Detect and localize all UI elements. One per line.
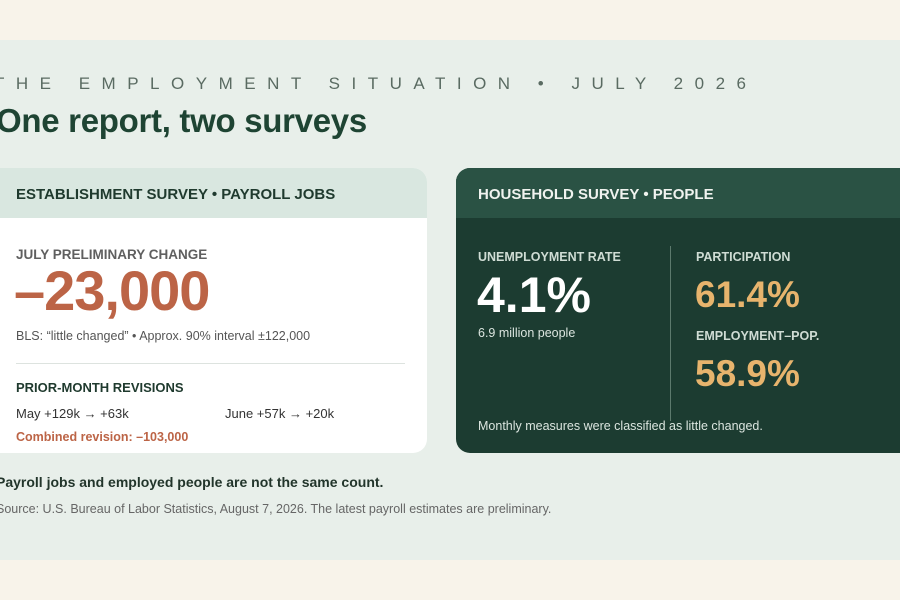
payroll-change-note: BLS: “little changed” • Approx. 90% inte… [16, 329, 311, 343]
page-title: One report, two surveys [0, 102, 367, 139]
household-card: HOUSEHOLD SURVEY • PEOPLE UNEMPLOYMENT R… [456, 168, 900, 453]
unemployment-sub: 6.9 million people [478, 326, 576, 340]
unemployment-label: UNEMPLOYMENT RATE [478, 250, 621, 264]
revision-june: June +57k → +20k [225, 406, 335, 421]
vertical-divider [670, 246, 671, 421]
household-card-header [456, 168, 900, 218]
revision-may: May +129k → +63k [16, 406, 129, 421]
source-note: Source: U.S. Bureau of Labor Statistics,… [0, 502, 552, 516]
household-footnote: Monthly measures were classified as litt… [478, 419, 763, 433]
payroll-change-value: –23,000 [14, 259, 210, 322]
establishment-card: ESTABLISHMENT SURVEY • PAYROLL JOBS JULY… [0, 168, 427, 453]
emp-pop-label: EMPLOYMENT–POP. [696, 329, 820, 343]
establishment-card-header [0, 168, 427, 218]
household-card-title: HOUSEHOLD SURVEY • PEOPLE [478, 186, 714, 203]
unemployment-value: 4.1% [477, 267, 591, 323]
report-eyebrow: THE EMPLOYMENT SITUATION • JULY 2026 [0, 74, 758, 93]
participation-value: 61.4% [695, 274, 800, 315]
takeaway-text: Payroll jobs and employed people are not… [0, 474, 384, 490]
establishment-card-title: ESTABLISHMENT SURVEY • PAYROLL JOBS [16, 186, 336, 203]
change-label: JULY PRELIMINARY CHANGE [16, 247, 208, 262]
divider [16, 363, 405, 364]
emp-pop-value: 58.9% [695, 353, 800, 394]
combined-revision: Combined revision: –103,000 [16, 430, 189, 444]
revisions-title: PRIOR-MONTH REVISIONS [16, 380, 184, 395]
participation-label: PARTICIPATION [696, 250, 791, 264]
